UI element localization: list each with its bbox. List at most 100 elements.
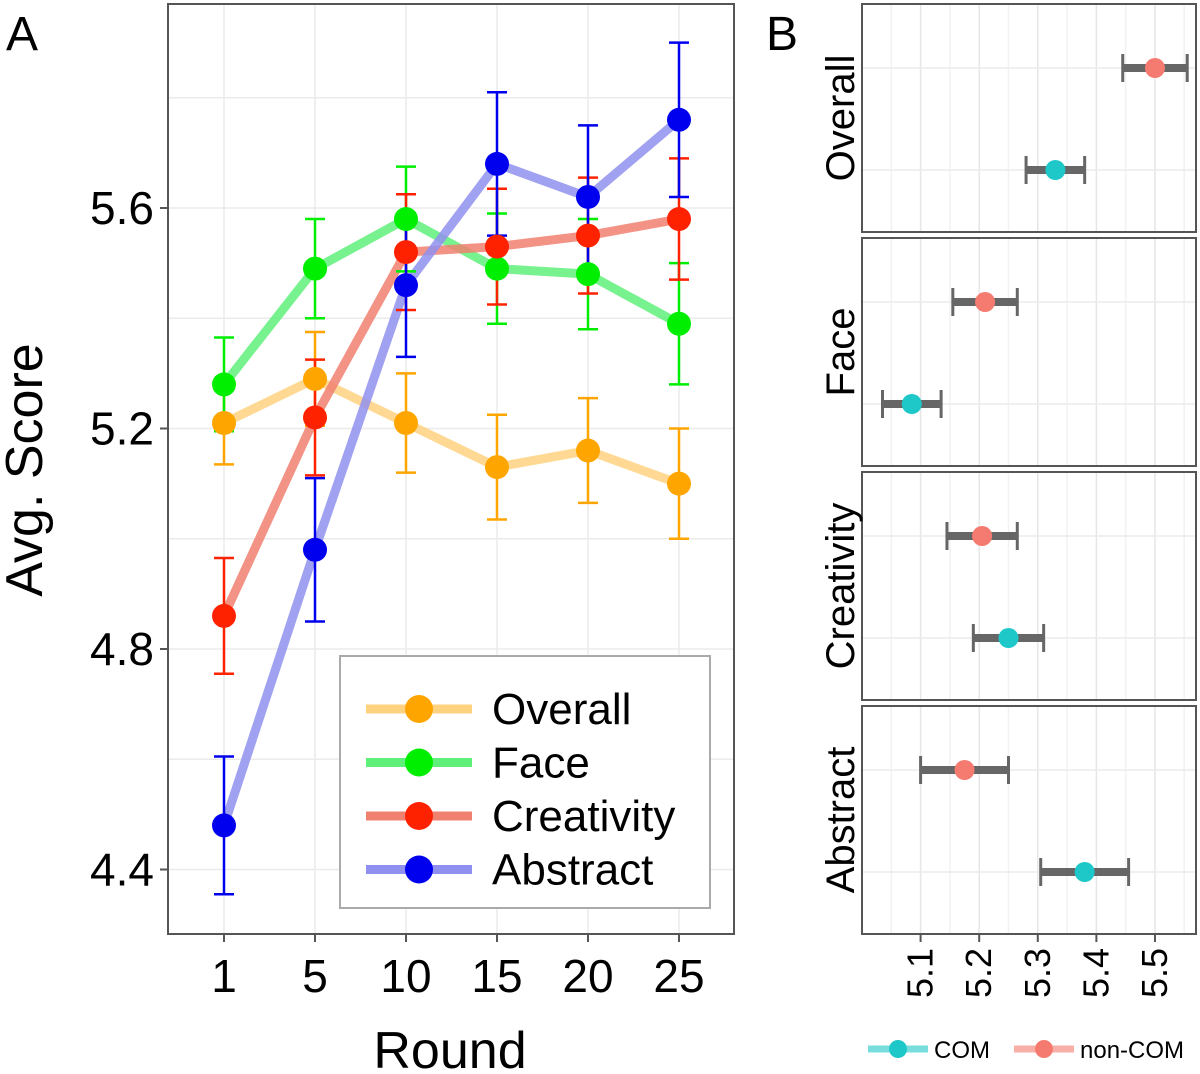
interval-non-com (919, 756, 1010, 784)
point-abstract (485, 151, 509, 176)
point-overall (667, 471, 691, 496)
b-legend-key-point (889, 1040, 907, 1058)
point-abstract (576, 184, 600, 209)
point-face (394, 207, 418, 232)
point-overall (212, 410, 236, 435)
point-non-com (972, 526, 993, 546)
b-legend-key-point (1035, 1040, 1053, 1058)
y-tick-label: 4.8 (90, 623, 154, 675)
series-line-abstract (219, 115, 684, 830)
point-abstract (667, 107, 691, 132)
facet-border (861, 471, 1197, 701)
interval-com (971, 624, 1046, 652)
panel-a-series-lines (219, 115, 684, 830)
point-overall (303, 366, 327, 391)
b-x-tick-label: 5.1 (900, 948, 941, 998)
point-com (1045, 160, 1066, 180)
facet-label: Abstract (819, 747, 863, 894)
panel-b-x-ticks: 5.1 5.2 5.3 5.4 5.5 (900, 934, 1175, 998)
interval-com (1039, 858, 1131, 886)
facet-border (861, 237, 1197, 467)
facet-label: Overall (819, 55, 863, 182)
point-creativity (576, 223, 600, 248)
point-face (667, 311, 691, 336)
panel-a-points (212, 107, 691, 838)
legend-item-creativity: Creativity (366, 792, 675, 841)
point-abstract (303, 537, 327, 562)
interval-non-com (1121, 54, 1189, 82)
interval-non-com (951, 288, 1019, 316)
legend-key-point (405, 748, 433, 777)
point-abstract (212, 813, 236, 838)
facet-background (862, 238, 1196, 466)
point-face (485, 256, 509, 281)
facet-border (861, 3, 1197, 233)
panel-b: B Overall Face Creativity Abstract 5.1 5.2 5.… (766, 3, 1197, 1064)
point-creativity (394, 240, 418, 265)
panel-a-y-ticks: 4.4 4.8 5.2 5.6 (90, 182, 168, 896)
point-non-com (954, 760, 975, 780)
legend-key-point (405, 695, 433, 723)
facet-face: Face (819, 237, 1197, 467)
panel-b-letter: B (766, 8, 798, 61)
facet-creativity: Creativity (819, 471, 1197, 701)
y-tick-label: 4.4 (90, 844, 154, 896)
b-legend-item-com: COM (868, 1037, 990, 1064)
panel-a-x-axis-title: Round (373, 1022, 526, 1074)
point-face (303, 256, 327, 281)
facet-abstract: Abstract (819, 705, 1197, 935)
legend-item-overall: Overall (366, 685, 631, 734)
panel-a-y-axis-title: Avg. Score (0, 343, 54, 596)
interval-non-com (945, 522, 1019, 550)
x-tick-label: 25 (653, 950, 704, 1002)
point-face (576, 262, 600, 287)
b-legend-label: COM (934, 1037, 990, 1064)
b-legend-label: non-COM (1080, 1037, 1184, 1064)
point-overall (394, 410, 418, 435)
panel-b-facets: Overall Face Creativity Abstract (819, 3, 1197, 935)
interval-com (1024, 156, 1087, 184)
point-com (998, 628, 1019, 648)
point-non-com (975, 292, 996, 312)
panel-a-x-ticks: 1 5 10 15 20 25 (211, 934, 705, 1002)
b-x-tick-label: 5.5 (1134, 948, 1175, 998)
y-tick-label: 5.6 (90, 182, 154, 234)
legend-item-abstract: Abstract (366, 846, 653, 895)
b-legend-item-non-com: non-COM (1014, 1037, 1184, 1064)
legend-key-point (405, 855, 433, 884)
panel-a-letter: A (6, 8, 38, 61)
legend-label: Abstract (492, 846, 653, 895)
series-line-creativity (219, 214, 684, 621)
point-abstract (394, 273, 418, 298)
facet-label: Creativity (819, 503, 863, 670)
point-creativity (667, 207, 691, 232)
facet-background (862, 706, 1196, 934)
b-x-tick-label: 5.2 (958, 948, 999, 998)
legend-label: Creativity (492, 792, 675, 841)
point-creativity (485, 234, 509, 259)
point-com (901, 394, 922, 414)
legend-label: Overall (492, 685, 631, 734)
panel-a: 4.44.85.25.6 1 5 10 15 20 25 Round Avg. Score… (0, 3, 735, 1074)
legend-item-face: Face (366, 739, 590, 788)
series-line-overall (219, 374, 684, 489)
x-tick-label: 1 (211, 950, 237, 1002)
x-tick-label: 10 (380, 950, 431, 1002)
facet-overall: Overall (819, 3, 1197, 233)
point-com (1074, 862, 1095, 882)
point-creativity (212, 603, 236, 628)
point-overall (485, 455, 509, 480)
y-tick-label: 5.2 (90, 403, 154, 455)
facet-background (862, 472, 1196, 700)
facet-border (861, 705, 1197, 935)
point-creativity (303, 405, 327, 430)
x-tick-label: 20 (562, 950, 613, 1002)
b-x-tick-label: 5.3 (1017, 948, 1058, 998)
facet-background (862, 4, 1196, 232)
series-line-face (219, 214, 684, 389)
facet-label: Face (819, 308, 863, 397)
panel-b-legend: COM non-COM (868, 1037, 1184, 1064)
interval-com (881, 390, 943, 418)
legend-key-point (405, 802, 433, 830)
